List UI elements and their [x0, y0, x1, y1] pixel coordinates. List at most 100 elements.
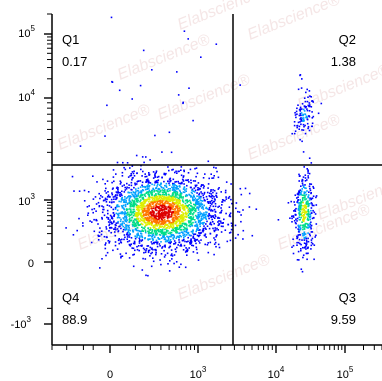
event-dot [134, 198, 137, 200]
event-dot [154, 174, 156, 176]
event-dot [136, 212, 138, 215]
event-dot [119, 191, 121, 194]
event-dot [192, 190, 194, 192]
event-dot [121, 238, 123, 241]
event-dot [125, 220, 128, 223]
event-dot [190, 191, 193, 194]
event-dot [107, 217, 110, 219]
event-dot [302, 246, 304, 249]
event-dot [301, 211, 304, 214]
event-dot [175, 206, 177, 209]
event-dot [301, 212, 303, 215]
event-dot [155, 219, 157, 222]
event-dot [174, 187, 177, 189]
event-dot [171, 258, 173, 260]
event-dot [197, 212, 199, 214]
x-tick-label-1e5: 105 [337, 365, 354, 381]
event-dot [169, 232, 171, 235]
event-dot [169, 245, 172, 248]
event-dot [135, 190, 137, 192]
event-dot [305, 222, 308, 225]
event-dot [296, 107, 298, 110]
event-dot [148, 222, 150, 224]
y-tick-label-1e3: 103 [18, 192, 35, 208]
event-dot [289, 217, 291, 219]
event-dot [150, 241, 153, 243]
event-dot [140, 230, 142, 233]
event-dot [196, 199, 199, 201]
event-dot [161, 176, 163, 179]
event-dot [105, 226, 107, 228]
event-dot [169, 242, 172, 245]
event-dot [115, 198, 117, 201]
event-dot [189, 211, 191, 213]
event-dot [230, 198, 232, 201]
event-dot [193, 187, 196, 189]
event-dot [127, 176, 130, 178]
event-dot [170, 215, 172, 218]
event-dot [161, 201, 163, 204]
event-dot [136, 197, 139, 200]
event-dot [161, 231, 163, 233]
event-dot [180, 194, 182, 197]
event-dot [300, 206, 302, 208]
event-dot [126, 240, 129, 243]
event-dot [293, 210, 295, 212]
quadrant-q4-value: 88.9 [62, 312, 87, 327]
event-dot [308, 213, 311, 215]
event-dot [238, 211, 241, 213]
event-dot [190, 213, 192, 215]
event-dot [306, 118, 309, 120]
event-dot [101, 205, 103, 207]
event-dot [297, 121, 300, 124]
event-dot [215, 192, 218, 195]
event-dot [105, 192, 108, 194]
event-dot [307, 217, 309, 219]
event-dot [157, 179, 160, 181]
event-dot [297, 224, 300, 227]
event-dot [211, 209, 214, 212]
event-dot [160, 199, 162, 201]
event-dot [171, 189, 174, 191]
event-dot [314, 236, 316, 238]
event-dot [188, 87, 190, 89]
event-dot [184, 266, 187, 269]
event-dot [310, 212, 313, 214]
event-dot [196, 203, 198, 205]
event-dot [115, 212, 118, 215]
event-dot [210, 193, 213, 195]
event-dot [101, 258, 103, 260]
event-dot [130, 210, 132, 212]
event-dot [154, 175, 156, 177]
event-dot [137, 193, 140, 195]
event-dot [116, 228, 119, 230]
event-dot [112, 196, 115, 198]
event-dot [174, 196, 176, 199]
event-dot [145, 181, 147, 183]
event-dot [87, 212, 90, 214]
event-dot [202, 184, 204, 186]
event-dot [234, 224, 237, 227]
event-dot [73, 190, 75, 192]
quadrant-q2-value: 1.38 [331, 54, 356, 69]
event-dot [312, 216, 315, 219]
event-dots [65, 16, 323, 277]
event-dot [137, 232, 139, 235]
event-dot [159, 190, 162, 193]
event-dot [220, 211, 222, 214]
event-dot [304, 105, 306, 108]
event-dot [117, 187, 119, 189]
event-dot [184, 215, 186, 218]
event-dot [147, 197, 150, 199]
event-dot [182, 197, 184, 199]
event-dot [212, 200, 215, 203]
event-dot [206, 244, 209, 246]
event-dot [121, 224, 123, 226]
event-dot [169, 190, 171, 192]
event-dot [215, 245, 217, 248]
event-dot [200, 191, 202, 193]
event-dot [218, 246, 221, 249]
event-dot [308, 199, 311, 201]
event-dot [151, 243, 153, 245]
event-dot [299, 112, 302, 115]
